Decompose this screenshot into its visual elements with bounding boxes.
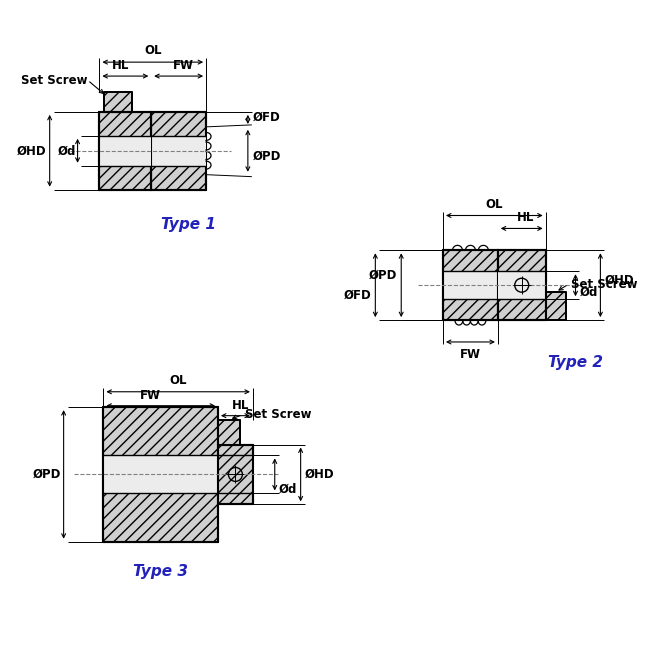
Text: Set Screw: Set Screw [21,74,88,86]
Bar [443,251,498,320]
Text: Ød: Ød [279,482,297,495]
Bar [218,444,253,505]
Text: ØPD: ØPD [32,468,61,481]
Text: HL: HL [112,59,129,72]
Bar [99,112,151,190]
Bar [545,292,565,320]
Text: Set Screw: Set Screw [571,277,637,291]
Text: FW: FW [140,389,161,402]
Bar [498,251,545,320]
Text: OL: OL [170,374,187,387]
Bar [151,112,206,190]
Bar [99,136,151,165]
Bar [498,271,545,299]
Text: ØFD: ØFD [344,289,371,302]
Text: ØPD: ØPD [369,269,397,282]
Bar [151,136,206,165]
Text: Type 1: Type 1 [161,218,216,232]
Text: FW: FW [460,348,481,361]
Text: Ød: Ød [580,285,598,299]
Bar [443,271,498,299]
Text: ØHD: ØHD [604,274,634,287]
Text: ØHD: ØHD [17,144,47,157]
Bar [103,456,253,493]
Bar [103,407,218,541]
Text: ØHD: ØHD [305,468,334,481]
Bar [105,92,133,112]
Text: HL: HL [232,399,249,411]
Text: OL: OL [486,198,503,210]
Text: OL: OL [144,44,161,57]
Text: ØPD: ØPD [253,149,281,162]
Text: Type 3: Type 3 [133,563,188,579]
Text: Ød: Ød [57,144,76,157]
Text: Set Screw: Set Screw [245,408,312,421]
Text: HL: HL [517,212,535,224]
Text: FW: FW [173,59,194,72]
Text: ØFD: ØFD [253,111,281,124]
Bar [218,419,240,444]
Text: Type 2: Type 2 [548,355,603,370]
